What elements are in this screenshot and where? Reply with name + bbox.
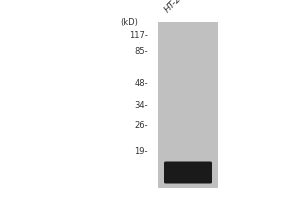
Text: 117-: 117- [129,30,148,40]
FancyBboxPatch shape [164,162,212,184]
Text: (kD): (kD) [120,18,138,27]
Text: 34-: 34- [134,100,148,110]
Text: 48-: 48- [134,78,148,88]
Text: 19-: 19- [134,148,148,156]
Bar [158,22,218,188]
Text: 85-: 85- [134,47,148,56]
Text: HT-29: HT-29 [163,0,187,14]
Text: 26-: 26- [134,121,148,130]
